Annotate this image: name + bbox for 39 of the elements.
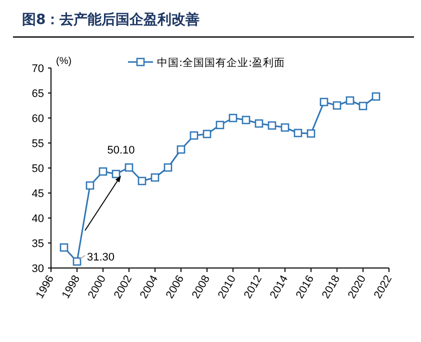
y-axis-title: (%) — [56, 56, 72, 67]
point — [72, 257, 82, 266]
point — [216, 120, 224, 130]
point — [268, 121, 276, 130]
annotation: 31.30 — [87, 252, 115, 264]
point — [202, 130, 212, 138]
point — [332, 101, 342, 110]
point — [320, 98, 328, 106]
y-tick-label: 35 — [32, 238, 44, 250]
point — [138, 176, 146, 186]
point — [294, 128, 302, 138]
annotation: 50.10 — [107, 144, 135, 156]
point — [190, 131, 198, 140]
point — [346, 96, 354, 105]
legend-label: 中国:全国国有企业:盈利面 — [157, 56, 286, 69]
y-tick-label: 30 — [32, 263, 44, 275]
point — [124, 163, 134, 172]
point — [372, 92, 380, 101]
y-tick-label: 45 — [32, 188, 44, 200]
point — [228, 114, 238, 122]
point — [254, 119, 264, 128]
point — [60, 243, 68, 252]
y-tick-label: 70 — [32, 63, 44, 75]
y-tick-label: 55 — [32, 138, 44, 150]
point — [112, 170, 120, 178]
chart-title: 图8：去产能后国企盈利改善 — [22, 11, 200, 28]
y-tick-label: 60 — [32, 113, 44, 125]
y-tick-label: 65 — [32, 88, 44, 100]
point — [164, 163, 172, 172]
point — [176, 145, 186, 154]
point — [280, 123, 290, 132]
point — [358, 102, 368, 110]
point — [150, 173, 160, 182]
y-tick-label: 40 — [32, 213, 44, 225]
point — [242, 116, 250, 124]
point — [86, 181, 94, 190]
point — [306, 129, 316, 138]
point — [98, 167, 108, 176]
y-tick-label: 50 — [32, 163, 44, 175]
